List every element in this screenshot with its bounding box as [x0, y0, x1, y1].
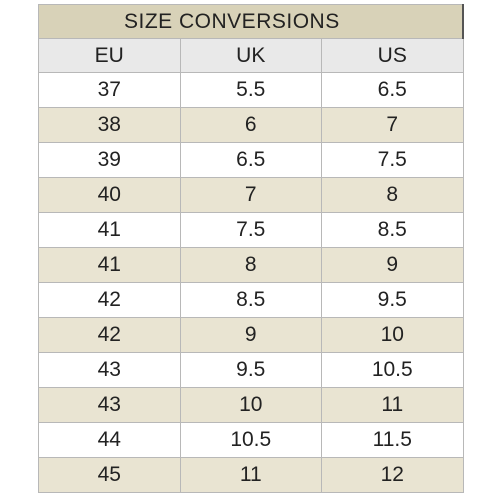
us-size-cell: 9.5 — [321, 282, 464, 318]
eu-size-cell: 41 — [38, 247, 181, 283]
us-size-cell: 6.5 — [321, 72, 464, 108]
uk-size-cell: 7 — [179, 177, 322, 213]
table-row: 39 6.5 7.5 — [38, 142, 464, 178]
eu-size-cell: 44 — [38, 422, 181, 458]
eu-size-cell: 39 — [38, 142, 181, 178]
us-size-cell: 10 — [321, 317, 464, 353]
table-row: 43 10 11 — [38, 387, 464, 423]
us-size-cell: 11 — [321, 387, 464, 423]
eu-size-cell: 43 — [38, 352, 181, 388]
eu-size-cell: 42 — [38, 317, 181, 353]
column-header-row: EU UK US — [38, 38, 464, 73]
table-row: 41 8 9 — [38, 247, 464, 283]
us-size-cell: 10.5 — [321, 352, 464, 388]
uk-size-cell: 9.5 — [179, 352, 322, 388]
table-row: 45 11 12 — [38, 457, 464, 493]
table-row: 38 6 7 — [38, 107, 464, 143]
us-size-cell: 8 — [321, 177, 464, 213]
uk-size-cell: 10 — [179, 387, 322, 423]
eu-size-cell: 42 — [38, 282, 181, 318]
uk-size-cell: 8.5 — [179, 282, 322, 318]
table-row: 37 5.5 6.5 — [38, 72, 464, 108]
column-header-us: US — [321, 38, 464, 73]
uk-size-cell: 6.5 — [179, 142, 322, 178]
uk-size-cell: 6 — [179, 107, 322, 143]
table-row: 42 9 10 — [38, 317, 464, 353]
table-row: 41 7.5 8.5 — [38, 212, 464, 248]
column-header-eu: EU — [38, 38, 181, 73]
us-size-cell: 7 — [321, 107, 464, 143]
table-row: 43 9.5 10.5 — [38, 352, 464, 388]
us-size-cell: 8.5 — [321, 212, 464, 248]
uk-size-cell: 7.5 — [179, 212, 322, 248]
eu-size-cell: 41 — [38, 212, 181, 248]
us-size-cell: 12 — [321, 457, 464, 493]
uk-size-cell: 10.5 — [179, 422, 322, 458]
size-conversion-table: SIZE CONVERSIONS EU UK US 37 5.5 6.5 38 … — [38, 4, 464, 493]
us-size-cell: 7.5 — [321, 142, 464, 178]
us-size-cell: 9 — [321, 247, 464, 283]
table-row: 40 7 8 — [38, 177, 464, 213]
column-header-uk: UK — [179, 38, 322, 73]
eu-size-cell: 43 — [38, 387, 181, 423]
eu-size-cell: 40 — [38, 177, 181, 213]
table-row: 44 10.5 11.5 — [38, 422, 464, 458]
table-body: 37 5.5 6.5 38 6 7 39 6.5 7.5 40 7 8 41 7… — [38, 72, 464, 493]
us-size-cell: 11.5 — [321, 422, 464, 458]
uk-size-cell: 11 — [179, 457, 322, 493]
uk-size-cell: 5.5 — [179, 72, 322, 108]
uk-size-cell: 9 — [179, 317, 322, 353]
table-title: SIZE CONVERSIONS — [38, 4, 464, 39]
eu-size-cell: 38 — [38, 107, 181, 143]
eu-size-cell: 45 — [38, 457, 181, 493]
table-row: 42 8.5 9.5 — [38, 282, 464, 318]
uk-size-cell: 8 — [179, 247, 322, 283]
eu-size-cell: 37 — [38, 72, 181, 108]
